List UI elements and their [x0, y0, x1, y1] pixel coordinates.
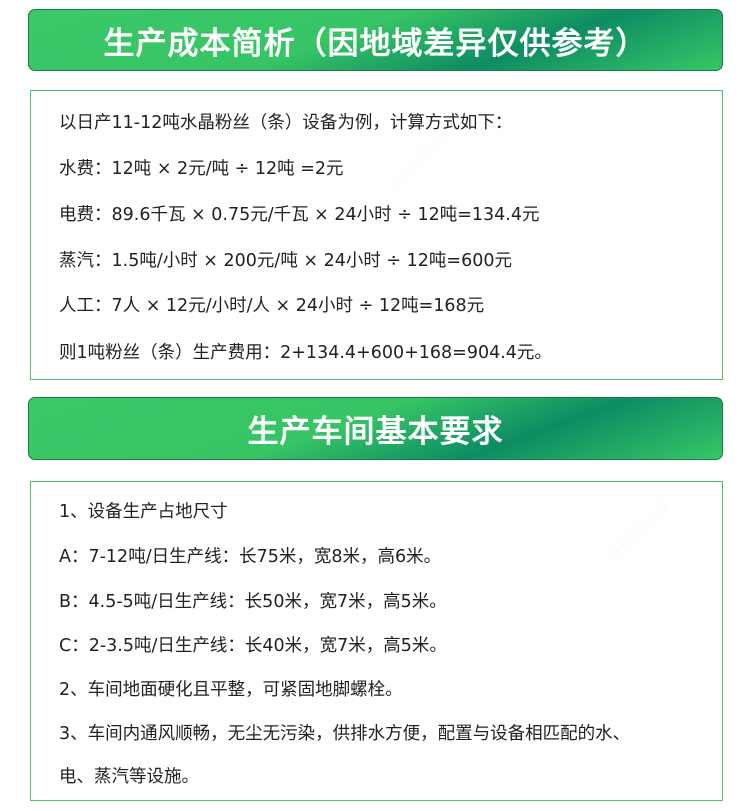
cost-line: 则1吨粉丝（条）生产费用：2+134.4+600+168=904.4元。 [59, 343, 552, 363]
requirement-line: B：4.5-5吨/日生产线：长50米，宽7米，高5米。 [59, 592, 447, 612]
requirement-line: 1、设备生产占地尺寸 [59, 502, 228, 522]
section-title-cost: 生产成本简析（因地域差异仅供参考） [28, 9, 723, 71]
cost-line: 以日产11-12吨水晶粉丝（条）设备为例，计算方式如下： [59, 113, 513, 133]
requirement-line: 2、车间地面硬化且平整，可紧固地脚螺栓。 [59, 680, 403, 700]
cost-line: 水费：12吨 × 2元/吨 ÷ 12吨 =2元 [59, 159, 344, 179]
cost-line: 人工：7人 × 12元/小时/人 × 24小时 ÷ 12吨=168元 [59, 296, 485, 316]
workshop-requirements-box: 1、设备生产占地尺寸 A：7-12吨/日生产线：长75米，宽8米，高6米。 B：… [30, 481, 723, 801]
cost-line: 蒸汽：1.5吨/小时 × 200元/吨 × 24小时 ÷ 12吨=600元 [59, 251, 512, 271]
requirement-line: 电、蒸汽等设施。 [59, 767, 199, 787]
requirement-line: A：7-12吨/日生产线：长75米，宽8米，高6米。 [59, 547, 442, 567]
cost-analysis-box: 以日产11-12吨水晶粉丝（条）设备为例，计算方式如下： 水费：12吨 × 2元… [30, 90, 723, 380]
requirement-line: 3、车间内通风顺畅，无尘无污染，供排水方便，配置与设备相匹配的水、 [59, 724, 631, 744]
section-title-workshop: 生产车间基本要求 [28, 397, 723, 460]
cost-line: 电费：89.6千瓦 × 0.75元/千瓦 × 24小时 ÷ 12吨=134.4元 [59, 205, 540, 225]
requirement-line: C：2-3.5吨/日生产线：长40米，宽7米，高5米。 [59, 636, 447, 656]
